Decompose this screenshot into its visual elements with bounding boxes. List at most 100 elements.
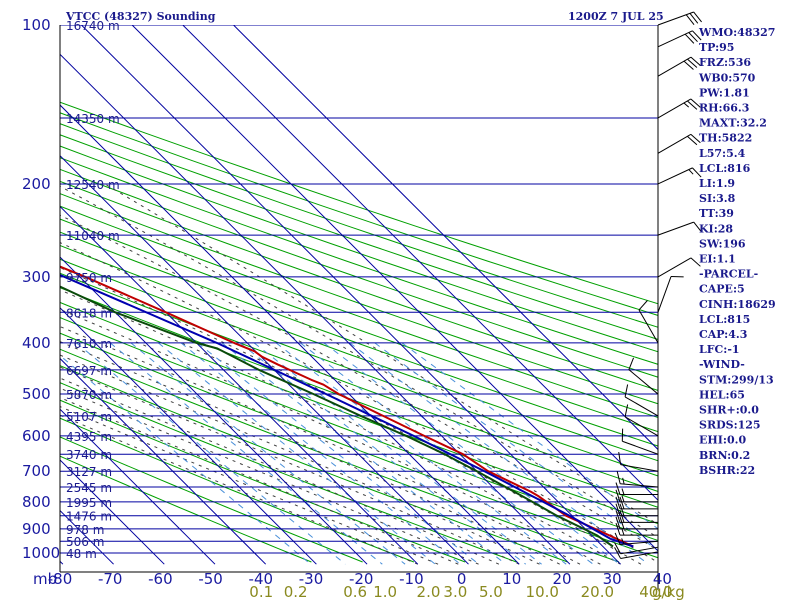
wind-barb-layer bbox=[614, 11, 702, 559]
chart-title: VTCC (48327) Sounding bbox=[65, 10, 216, 23]
sounding-index-item: LI:1.9 bbox=[699, 177, 735, 190]
isotherm-line bbox=[0, 25, 12, 564]
dry-adiabat bbox=[60, 244, 658, 462]
height-label: 1476 m bbox=[66, 510, 112, 524]
isotherm-line bbox=[60, 307, 317, 565]
sounding-index-item: -PARCEL- bbox=[699, 268, 758, 281]
temperature-tick-label: 10 bbox=[502, 570, 521, 588]
isotherm-line bbox=[60, 256, 368, 565]
sounding-index-item: -WIND- bbox=[699, 358, 745, 371]
dewpoint-profile bbox=[60, 285, 614, 548]
wind-barb bbox=[621, 428, 659, 455]
isotherm-line bbox=[60, 205, 419, 565]
isotherm-line bbox=[60, 459, 165, 565]
isotherm-line bbox=[60, 408, 216, 565]
mixing-ratio-line bbox=[180, 342, 461, 565]
wind-barb bbox=[628, 357, 659, 395]
mixing-ratio-line bbox=[76, 342, 346, 565]
wind-barb bbox=[624, 384, 659, 417]
isotherm-line bbox=[60, 104, 520, 565]
height-label: 8618 m bbox=[66, 306, 112, 320]
mixing-ratio-label: 2.0 bbox=[417, 583, 441, 600]
moist-adiabat bbox=[60, 326, 581, 565]
sounding-index-item: WMO:48327 bbox=[698, 26, 775, 39]
sounding-index-item: KI:28 bbox=[699, 222, 733, 235]
sounding-index-item: SW:196 bbox=[699, 237, 746, 250]
height-label: 1995 m bbox=[66, 496, 112, 510]
wind-barb bbox=[657, 257, 701, 278]
pressure-tick-label: 1000 bbox=[22, 544, 60, 562]
height-label: 5107 m bbox=[66, 410, 112, 424]
height-label: 3127 m bbox=[66, 465, 112, 479]
wind-barb bbox=[615, 510, 658, 523]
pressure-tick-label: 700 bbox=[22, 462, 51, 480]
wind-barb bbox=[657, 98, 701, 119]
sounding-index-item: EHI:0.0 bbox=[699, 434, 746, 447]
wind-barb bbox=[657, 30, 702, 48]
pressure-tick-label: 900 bbox=[22, 520, 51, 538]
mixing-ratio-line bbox=[109, 342, 383, 565]
temperature-tick-label: -80 bbox=[48, 570, 73, 588]
wind-barb bbox=[615, 496, 658, 510]
height-label: 4395 m bbox=[66, 430, 112, 444]
height-label: 6697 m bbox=[66, 364, 112, 378]
sounding-index-item: FRZ:536 bbox=[699, 56, 751, 69]
sounding-index-item: WB0:570 bbox=[698, 71, 756, 84]
wind-barb bbox=[615, 503, 658, 517]
height-label: 48 m bbox=[66, 547, 97, 561]
pressure-tick-label: 500 bbox=[22, 385, 51, 403]
profile-layer bbox=[60, 265, 634, 548]
mixing-ratio-label: 5.0 bbox=[479, 583, 503, 600]
sounding-index-item: PW:1.81 bbox=[699, 86, 750, 99]
parcel-profile bbox=[60, 273, 634, 548]
dry-adiabat bbox=[60, 134, 658, 340]
sounding-index-item: TP:95 bbox=[699, 41, 734, 54]
temperature-tick-label: 40 bbox=[653, 570, 672, 588]
isotherm-line bbox=[60, 53, 571, 565]
height-label: 7610 m bbox=[66, 337, 112, 351]
temperature-tick-label: 0 bbox=[457, 570, 467, 588]
sounding-index-item: RH:66.3 bbox=[699, 102, 749, 115]
temperature-profile bbox=[60, 265, 634, 548]
height-label: 978 m bbox=[66, 523, 104, 537]
dry-adiabat bbox=[60, 365, 568, 563]
wind-barb bbox=[614, 547, 659, 559]
temperature-tick-label: -40 bbox=[249, 570, 274, 588]
dry-adiabat bbox=[60, 218, 658, 433]
wind-barb bbox=[657, 221, 702, 236]
sounding-index-item: LFC:-1 bbox=[699, 343, 740, 356]
mixing-ratio-line bbox=[401, 342, 658, 530]
mixing-ratio-label: 10.0 bbox=[526, 583, 559, 600]
mixing-ratio-line bbox=[157, 342, 436, 565]
sounding-index-item: MAXT:32.2 bbox=[699, 117, 767, 130]
temperature-tick-label: -20 bbox=[349, 570, 374, 588]
moist-adiabat bbox=[60, 185, 658, 539]
moist-adiabat bbox=[104, 183, 658, 525]
sounding-index-item: CINH:18629 bbox=[699, 298, 776, 311]
wind-barb bbox=[638, 300, 659, 344]
temperature-tick-label: -60 bbox=[148, 570, 173, 588]
wind-barb bbox=[616, 471, 659, 488]
dry-adiabat bbox=[60, 157, 658, 365]
mixing-ratio-line bbox=[323, 342, 620, 565]
dry-adiabat bbox=[60, 272, 658, 492]
mixing-ratio-line bbox=[253, 342, 542, 565]
height-label: 12540 m bbox=[66, 178, 120, 192]
height-label: 5870 m bbox=[66, 388, 112, 402]
sounding-index-item: SRDS:125 bbox=[699, 419, 761, 432]
mixing-ratio-label: 40.0 bbox=[639, 583, 672, 600]
temperature-tick-label: -50 bbox=[198, 570, 223, 588]
height-label: 506 m bbox=[66, 535, 104, 549]
mixing-ratio-label: 3.0 bbox=[443, 583, 467, 600]
temperature-tick-label: 20 bbox=[552, 570, 571, 588]
sounding-index-item: L57:5.4 bbox=[699, 147, 746, 160]
sounding-index-item: TH:5822 bbox=[699, 132, 752, 145]
wind-barb bbox=[614, 532, 659, 546]
sounding-index-item: BRN:0.2 bbox=[699, 449, 750, 462]
dry-adiabat bbox=[60, 101, 658, 305]
wind-barb bbox=[615, 482, 658, 496]
dry-adiabat bbox=[60, 382, 517, 563]
mixing-ratio-label: 0.1 bbox=[249, 583, 273, 600]
index-panel: WMO:48327 TP:95 FRZ:536 WB0:570 PW:1.81 RH:66… bbox=[698, 26, 776, 477]
mixing-ratio-line bbox=[349, 342, 649, 565]
